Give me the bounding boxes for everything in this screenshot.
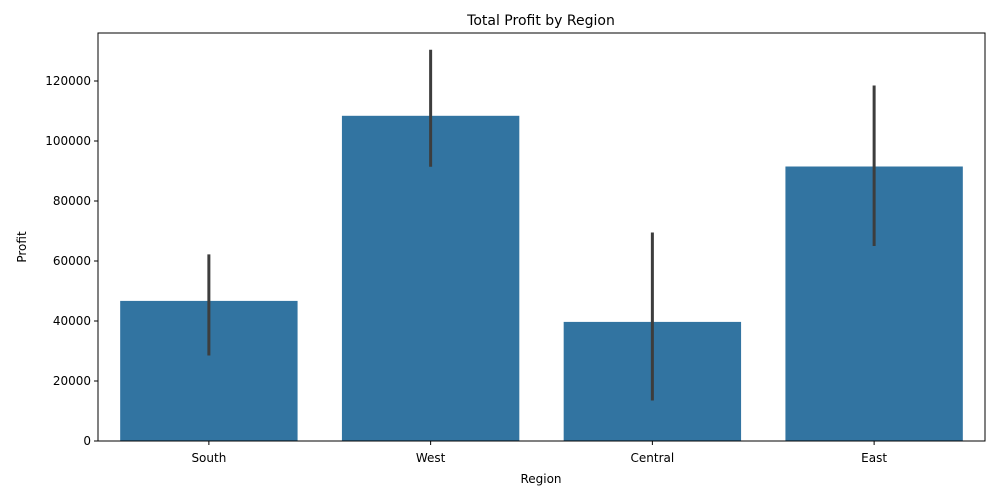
x-tick-label: Central (631, 451, 675, 465)
x-tick-label: East (861, 451, 887, 465)
x-tick-label: South (191, 451, 226, 465)
bar-west (341, 115, 520, 442)
y-tick-label: 60000 (53, 254, 91, 268)
y-tick-label: 120000 (45, 74, 91, 88)
y-axis: 0 20000 40000 60000 80000 100000 120000 (45, 74, 98, 448)
y-tick-label: 40000 (53, 314, 91, 328)
x-axis: South West Central East (191, 441, 887, 465)
plot-frame (97, 32, 986, 442)
y-tick-label: 80000 (53, 194, 91, 208)
y-axis-label: Profit (15, 231, 29, 263)
plot-border (97, 32, 986, 442)
x-tick-label: West (416, 451, 446, 465)
error-bars-group (207, 49, 876, 401)
chart-title: Total Profit by Region (466, 13, 615, 29)
y-tick-label: 100000 (45, 134, 91, 148)
bars-group (120, 115, 963, 442)
y-tick-label: 0 (83, 434, 91, 448)
x-axis-label: Region (520, 472, 561, 486)
y-tick-label: 20000 (53, 374, 91, 388)
